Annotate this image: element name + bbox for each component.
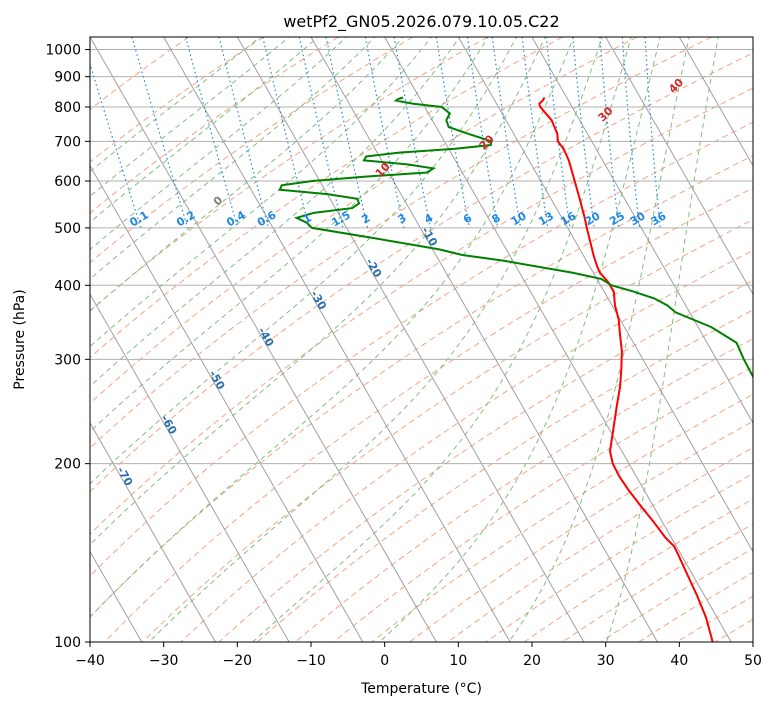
- x-axis-label: Temperature (°C): [360, 681, 482, 697]
- isotherm-line: [531, 37, 753, 424]
- dry-adiabat-line: [90, 37, 563, 359]
- y-axis-label: Pressure (hPa): [12, 289, 28, 389]
- x-tick-label: −20: [223, 653, 253, 669]
- y-tick-label: 1000: [45, 43, 81, 59]
- dry-adiabat-line: [218, 279, 753, 642]
- isotherm-line: [678, 37, 753, 167]
- mixing-ratio-line: [521, 37, 549, 228]
- dry-adiabat-line: [90, 37, 638, 404]
- mixing-ratio-line: [435, 37, 470, 229]
- plot-frame: [89, 36, 754, 643]
- dry-adiabat-line: [371, 393, 753, 642]
- isotherm-label: -90: [22, 561, 43, 585]
- y-tick-label: 700: [54, 134, 81, 150]
- x-tick-label: 30: [597, 653, 615, 669]
- plot-content: -100-90-80-70-60-50-40-30-20-100.10.20.4…: [0, 37, 753, 642]
- moist-adiabat-line: [252, 37, 632, 642]
- mixing-ratio-line: [572, 37, 595, 228]
- dry-adiabat-line: [256, 309, 753, 642]
- isotherm-line: [457, 37, 753, 553]
- y-tick-label: 200: [54, 457, 81, 473]
- x-tick-label: 50: [744, 653, 762, 669]
- dry-adiabat-line: [90, 52, 753, 493]
- y-tick-label: 900: [54, 70, 81, 86]
- mixing-ratio-line: [90, 62, 142, 229]
- isotherm-line: [90, 164, 364, 642]
- mixing-ratio-line: [644, 37, 661, 228]
- mixing-ratio-line: [545, 37, 571, 228]
- chart-title: wetPf2_GN05.2026.079.10.05.C22: [283, 12, 559, 32]
- dry-adiabat-line: [90, 37, 488, 312]
- dry-adiabat-line: [409, 420, 753, 642]
- dry-adiabat-line: [90, 121, 753, 577]
- isotherm-line: [90, 421, 216, 642]
- dry-adiabat-line: [142, 219, 753, 642]
- x-tick-label: −10: [296, 653, 326, 669]
- x-tick-label: −40: [75, 653, 105, 669]
- dry-adiabat-line: [90, 37, 339, 214]
- mixing-ratio-line: [364, 37, 405, 229]
- dry-adiabat-line: [447, 447, 753, 642]
- isotherm-line: [90, 37, 437, 642]
- isotherm-line: [310, 37, 658, 642]
- dry-adiabat-line: [90, 155, 753, 618]
- plot-area: [90, 37, 753, 642]
- y-tick-label: 100: [54, 635, 81, 651]
- y-tick-label: 500: [54, 221, 81, 237]
- dry-adiabat-line: [90, 37, 264, 163]
- moist-adiabat-line: [508, 37, 690, 642]
- isotherm-line: [0, 37, 68, 642]
- mixing-ratio-line: [325, 37, 369, 229]
- moist-adiabat-line: [90, 37, 290, 197]
- isotherm-line: [163, 37, 511, 642]
- y-tick-label: 300: [54, 352, 81, 368]
- dry-adiabat-line: [90, 37, 712, 449]
- x-tick-label: 0: [380, 653, 389, 669]
- moist-adiabat-line: [90, 37, 404, 312]
- mixing-ratio-line: [466, 37, 499, 229]
- isotherm-line: [605, 37, 753, 296]
- y-tick-label: 800: [54, 100, 81, 116]
- mixing-ratio-line: [393, 37, 432, 229]
- isotherm-line: [384, 37, 732, 642]
- moist-adiabat-line: [90, 37, 376, 280]
- moist-adiabat-line: [90, 37, 461, 387]
- dewpoint-profile-line: [278, 96, 753, 379]
- isotherm-line: [236, 37, 585, 642]
- isotherm-line: [752, 37, 753, 39]
- x-tick-label: 40: [670, 653, 688, 669]
- mixing-ratio-line: [131, 37, 189, 229]
- dry-adiabat-line: [333, 366, 753, 642]
- mixing-ratio-line: [491, 37, 522, 228]
- y-tick-label: 600: [54, 174, 81, 190]
- x-tick-label: 10: [449, 653, 467, 669]
- dry-adiabat-line: [180, 249, 753, 642]
- mixing-ratio-line: [599, 37, 620, 228]
- y-tick-label: 400: [54, 278, 81, 294]
- isotherm-label: -80: [66, 509, 87, 533]
- x-tick-label: 20: [523, 653, 541, 669]
- mixing-ratio-line: [621, 37, 641, 228]
- x-tick-label: −30: [149, 653, 179, 669]
- isotherm-line: [90, 293, 290, 642]
- dry-adiabat-line: [752, 641, 753, 642]
- temperature-profile-line: [538, 96, 714, 642]
- dry-adiabat-line: [295, 338, 753, 642]
